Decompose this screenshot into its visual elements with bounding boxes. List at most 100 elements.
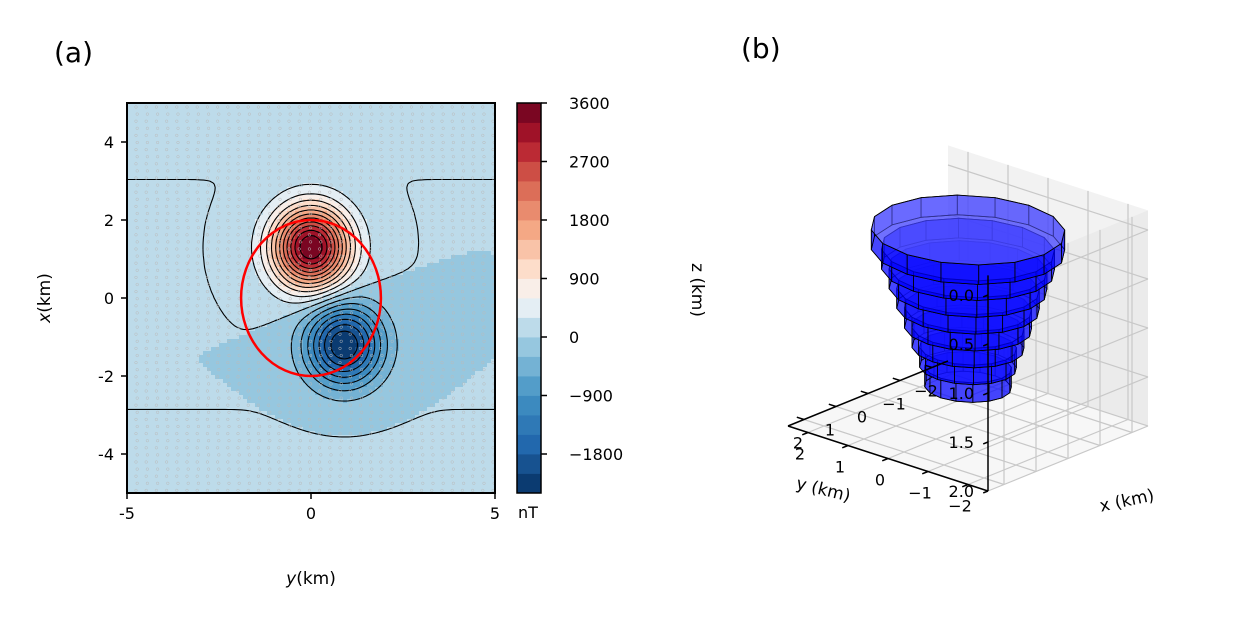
axis-line-3d [860, 390, 869, 395]
y-tick-label-a: 2 [104, 211, 114, 230]
axis-line-3d [828, 403, 837, 408]
colorbar-segment [517, 454, 541, 474]
y-tick-label-b: −1 [908, 484, 932, 503]
contour-line [290, 296, 398, 402]
axis-line-3d [881, 457, 889, 462]
y-axis-label-a: x(km) [35, 273, 55, 324]
colorbar-segment [517, 395, 541, 416]
colorbar-ticks: 3600 2700 1800 900 0 −900 −1800 [541, 94, 623, 464]
axis-line-3d [982, 441, 989, 445]
contour-line [275, 209, 347, 285]
colorbar-segment [517, 122, 541, 143]
colorbar-segment [517, 473, 541, 494]
contour-line [266, 199, 356, 293]
grid-line [803, 418, 1005, 486]
contour-line [299, 235, 323, 260]
z-tick-label-b: 1.0 [949, 384, 974, 403]
colorbar-segment [517, 142, 541, 162]
axis-line-3d [982, 490, 989, 494]
colorbar-segment [517, 434, 541, 455]
contour-line [294, 229, 328, 265]
z-tick-label-b: 0.5 [949, 335, 974, 354]
colorbar-tick-label: 0 [569, 328, 579, 347]
axis-line-3d [801, 431, 809, 436]
x-tick-label-b: 0 [857, 408, 867, 427]
colorbar-segment [517, 298, 541, 318]
y-tick-label-a: 0 [104, 289, 114, 308]
y-tick-label-b: −2 [948, 497, 972, 516]
axis-line-3d [841, 444, 849, 449]
y-tick-label-a: -4 [98, 445, 114, 464]
contour-line [250, 183, 371, 304]
colorbar-tick-label: 3600 [569, 94, 610, 113]
colorbar-segment [517, 103, 541, 123]
grid-line [835, 405, 1037, 473]
y-tick-label-b: 2 [795, 445, 805, 464]
axis-line-3d [796, 416, 805, 421]
contour-line [324, 324, 365, 367]
colorbar-segment [517, 337, 541, 357]
axis-line-3d [982, 392, 989, 396]
colorbar-unit: nT [518, 503, 538, 522]
contour-line [286, 221, 336, 273]
colorbar-segment [517, 278, 541, 299]
colorbar [517, 103, 541, 494]
x-tick-label-b: 2 [793, 434, 803, 453]
grid-line [987, 376, 1149, 443]
colorbar-segment [517, 259, 541, 279]
source-outline [239, 218, 383, 378]
panel-a-label: (a) [54, 36, 93, 69]
x-tick-label-a: -5 [119, 504, 135, 523]
axis-line-3d [982, 294, 989, 298]
colorbar-segment [517, 317, 541, 338]
colorbar-tick-label: 900 [569, 270, 600, 289]
x-axis-label-a: y(km) [285, 569, 336, 589]
colorbar-segment [517, 181, 541, 201]
colorbar-segment [517, 415, 541, 435]
layer-side [940, 261, 980, 285]
axis-line-3d [982, 343, 989, 347]
y-tick-label-a: 4 [104, 133, 114, 152]
y-tick-label-b: 1 [835, 458, 845, 477]
contour-line [270, 204, 352, 288]
grid-line [987, 425, 1149, 492]
colorbar-segment [517, 161, 541, 182]
x-tick-label-a: 5 [490, 504, 500, 523]
anomaly-heatmap [127, 103, 495, 493]
axis-line-3d [961, 483, 969, 488]
x-tick-label-b: 1 [825, 421, 835, 440]
colorbar-segment [517, 376, 541, 396]
y-tick-label-a: -2 [98, 367, 114, 386]
colorbar-frame [516, 102, 542, 494]
colorbar-segment [517, 220, 541, 240]
axis-line-3d [921, 470, 929, 475]
z-tick-label-b: 2.0 [949, 482, 974, 501]
x-tick-label-a: 0 [306, 504, 316, 523]
colorbar-segment [517, 239, 541, 260]
x-tick-label-b: −2 [914, 382, 938, 401]
x-tick-label-b: −1 [882, 395, 906, 414]
axis-line-3d [924, 364, 933, 369]
colorbar-tick-label: −1800 [569, 445, 623, 464]
z-tick-label-b: 0.0 [949, 286, 974, 305]
grid-line [947, 164, 1149, 231]
colorbar-segment [517, 356, 541, 377]
colorbar-tick-label: −900 [569, 387, 613, 406]
z-axis-label-b: z (km) [687, 263, 707, 317]
contour-line [313, 313, 376, 378]
layer-top [870, 194, 1066, 266]
colorbar-segment [517, 200, 541, 221]
station-dots [134, 105, 495, 492]
axis-line-3d [892, 377, 901, 382]
axes-a: -5 0 5 -4 -2 0 2 4 [98, 133, 500, 523]
panel-b-label: (b) [741, 32, 781, 65]
z-tick-label-b: 1.5 [949, 433, 974, 452]
y-axis-label-b: y (km) [794, 474, 852, 507]
y-tick-label-b: 0 [875, 471, 885, 490]
grid-line [887, 392, 1049, 460]
3d-axes: −2 −1 0 1 2 −2 −1 0 1 2 0.0 0.5 1.0 1.5 2.0 [787, 275, 989, 516]
contour-line [259, 193, 362, 298]
colorbar-tick-label: 1800 [569, 211, 610, 230]
colorbar-tick-label: 2700 [569, 153, 610, 172]
